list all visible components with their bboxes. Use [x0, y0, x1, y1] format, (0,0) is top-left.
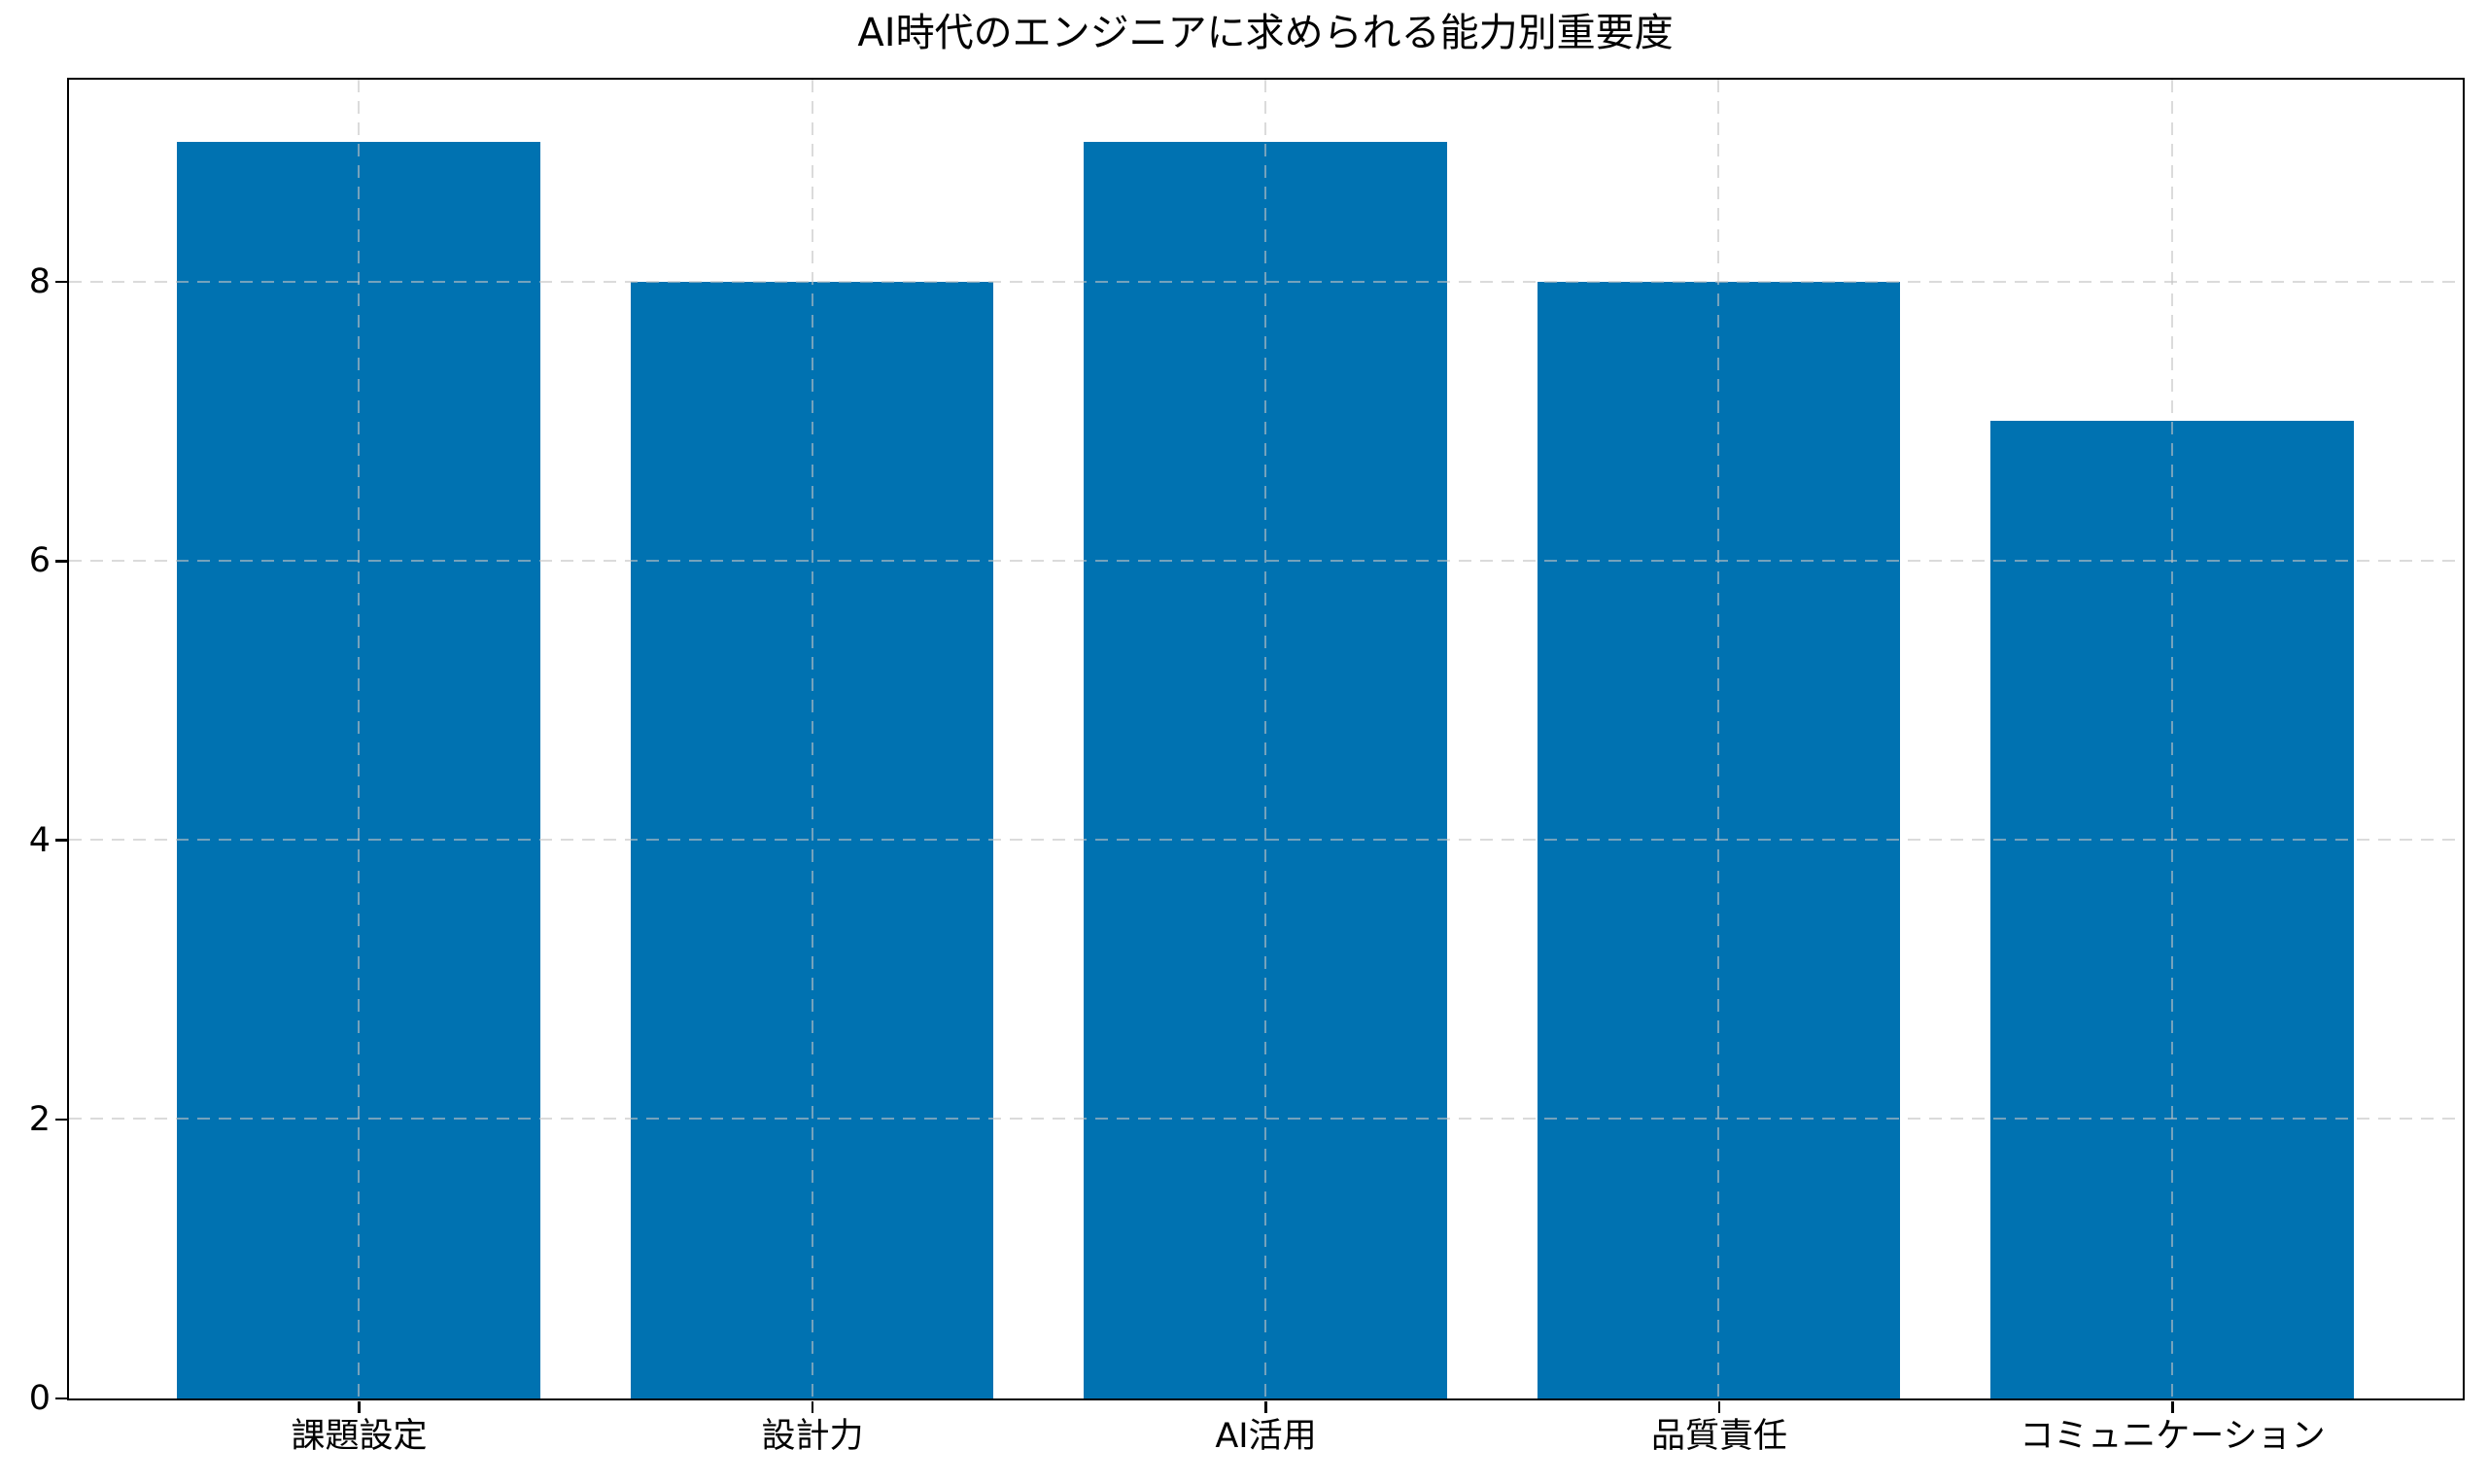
- h-gridline: [68, 839, 2463, 842]
- v-gridline: [2170, 79, 2173, 1398]
- x-tick-mark: [1264, 1400, 1267, 1413]
- y-tick-label: 0: [28, 1379, 51, 1418]
- x-tick-mark: [358, 1400, 361, 1413]
- chart-title: AI時代のエンジニアに求められる能力別重要度: [857, 11, 1674, 55]
- v-gridline: [1264, 79, 1266, 1398]
- y-tick-mark: [54, 1118, 67, 1122]
- x-tick-label: 設計力: [761, 1417, 864, 1456]
- plot-area: [66, 77, 2465, 1400]
- x-tick-label: 課題設定: [291, 1417, 428, 1456]
- v-gridline: [358, 79, 361, 1398]
- y-tick-label: 2: [28, 1099, 51, 1139]
- h-gridline: [68, 280, 2463, 283]
- v-gridline: [1717, 79, 1720, 1398]
- y-tick-mark: [54, 280, 67, 284]
- y-tick-label: 6: [28, 541, 51, 581]
- x-tick-label: AI活用: [1215, 1417, 1317, 1456]
- y-tick-mark: [54, 839, 67, 842]
- y-tick-mark: [54, 560, 67, 563]
- y-tick-label: 4: [28, 820, 51, 860]
- v-gridline: [811, 79, 813, 1398]
- x-tick-mark: [2171, 1400, 2174, 1413]
- x-tick-mark: [811, 1400, 814, 1413]
- x-tick-mark: [1717, 1400, 1721, 1413]
- x-tick-label: コミュニケーション: [2020, 1417, 2326, 1456]
- h-gridline: [68, 1118, 2463, 1121]
- x-tick-label: 品質責任: [1650, 1417, 1787, 1456]
- y-tick-label: 8: [28, 262, 51, 302]
- h-gridline: [68, 559, 2463, 562]
- y-tick-mark: [54, 1397, 67, 1400]
